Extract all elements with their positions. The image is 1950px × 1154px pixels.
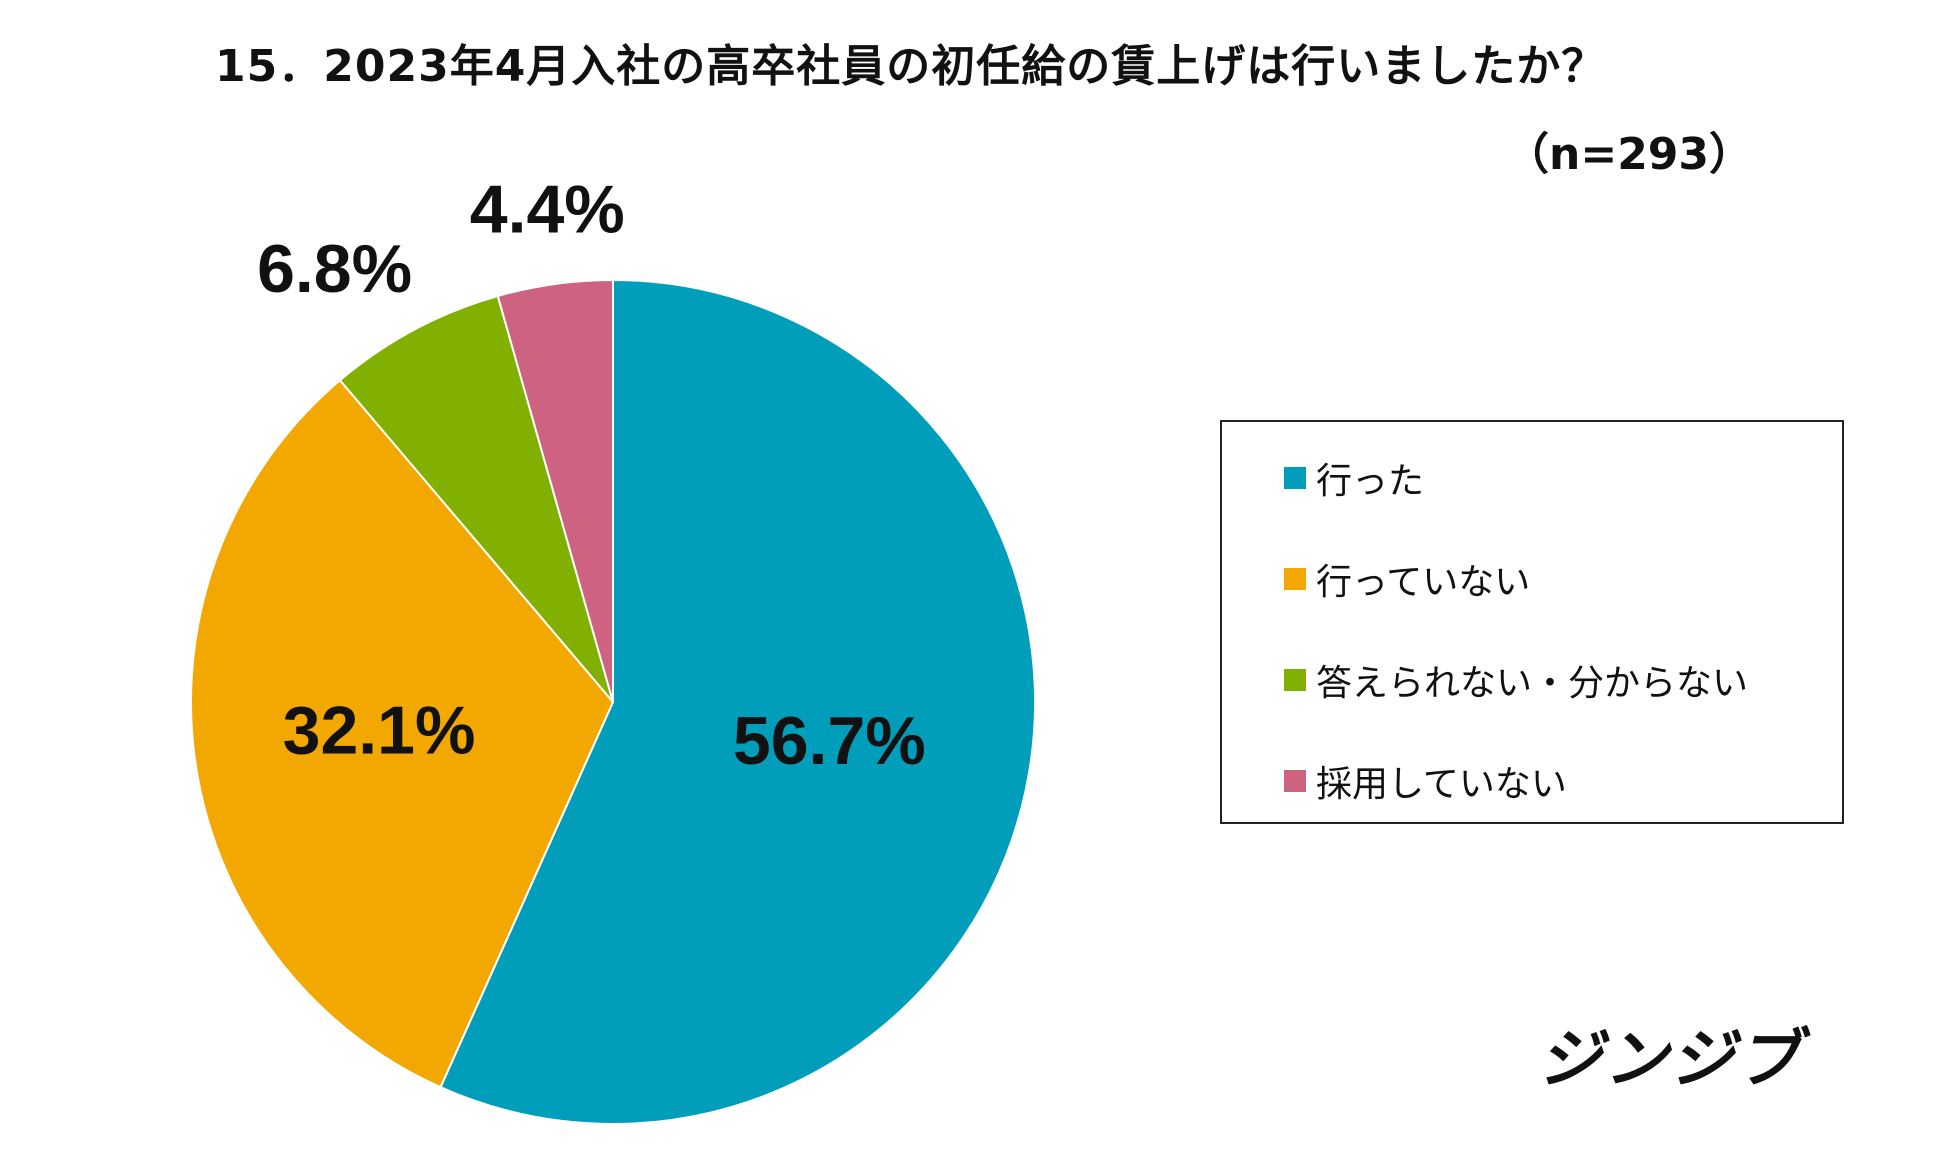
data-label: 4.4%	[470, 172, 625, 248]
slice-done	[439, 278, 1036, 1125]
legend-label: 行った	[1316, 461, 1425, 502]
legend-label: 行っていない	[1316, 562, 1531, 603]
legend-item-unknown: 答えられない・分からない	[1284, 654, 1748, 706]
legend: 行った 行っていない 答えられない・分からない 採用していない	[1220, 420, 1844, 824]
data-label: 32.1%	[283, 692, 476, 768]
slice-unknown	[338, 294, 614, 703]
legend-label: 答えられない・分からない	[1316, 663, 1749, 704]
data-label: 56.7%	[733, 703, 926, 779]
legend-swatch-icon	[1284, 568, 1306, 590]
slice-not-done	[190, 378, 615, 1089]
sample-size: （n=293）	[1505, 129, 1754, 180]
data-label: 6.8%	[257, 231, 412, 307]
legend-swatch-icon	[1284, 467, 1306, 489]
legend-label: 採用していない	[1316, 764, 1567, 805]
legend-swatch-icon	[1284, 669, 1306, 691]
slice-no-hiring	[496, 278, 614, 703]
brand-logo: ジンジブ	[1538, 1023, 1802, 1097]
legend-swatch-icon	[1284, 770, 1306, 792]
legend-item-not-done: 行っていない	[1284, 553, 1530, 605]
legend-item-no-hiring: 採用していない	[1284, 755, 1567, 807]
chart-title: 15．2023年4月入社の高卒社員の初任給の賃上げは行いましたか？	[215, 41, 1607, 92]
legend-item-done: 行った	[1284, 452, 1424, 504]
